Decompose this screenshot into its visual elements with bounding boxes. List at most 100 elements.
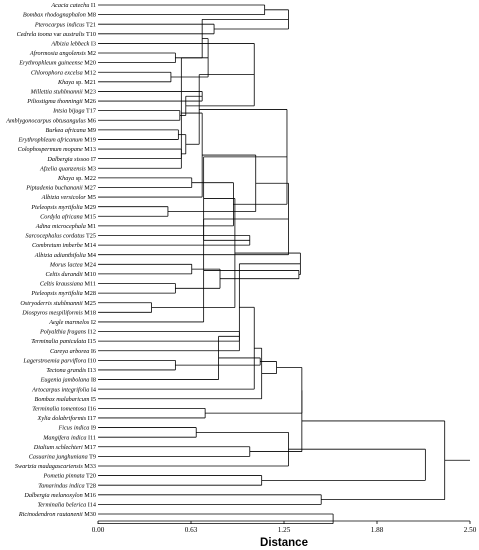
leaf-label: Aegle marmelos I2 [48,319,96,326]
leaf-labels: Acacia catechu I1 Bombax rhodognaphalon M… [5,2,96,518]
leaf-species: Tectona grandis [46,367,86,374]
leaf-species: Bombax rhodognaphalon [23,12,86,19]
leaf-label: Colophospermum mopane M13 [18,146,96,153]
leaf-code: M24 [83,261,96,268]
leaf-label: Khaya sp. M21 [57,79,96,86]
leaf-species: Albizia adianthifolia [34,252,86,259]
leaf-species: Terminalia belerica [37,501,86,508]
leaf-code: I3 [89,41,96,48]
leaf-species: Pteleopsis myrtifolia [30,204,82,211]
leaf-species: Dialium schlechteri [33,444,83,451]
leaf-label: Albizia versicolor M5 [41,194,96,201]
tick-label: 1.25 [278,526,291,534]
leaf-code: I13 [86,367,96,374]
leaf-label: Pterocarpus indicus T21 [34,21,96,28]
leaf-code: M13 [83,146,96,153]
leaf-species: Afrormosia angolensis [29,50,87,57]
leaf-label: Khaya sp. M22 [57,175,96,182]
leaf-species: Terminalia paniculata [31,338,86,345]
leaf-label: Pometia pinnata T20 [43,473,96,480]
leaf-label: Pteleopsis myrtifolia M28 [30,290,96,297]
leaf-species: Piptadenia buchananii [25,185,83,192]
leaf-label: Bombax rhodognaphalon M8 [23,12,96,19]
leaf-species: Khaya [57,175,74,182]
leaf-qualifier: australis [61,31,85,38]
leaf-species: Mangifera indica [42,434,86,441]
leaf-code: T25 [85,233,96,240]
leaf-label: Chlorophora excelsa M12 [31,69,96,76]
tick-group: 0.00 0.63 1.25 1.88 2.50 [92,521,477,534]
leaf-species: Bombax malabaricum [34,396,89,403]
leaf-code: I10 [86,357,96,364]
leaf-label: Adina microcephala M1 [35,223,96,230]
leaf-label: Albizia adianthifolia M4 [34,252,96,259]
leaf-species: Terminalia tomentosa [32,405,86,412]
leaf-code: T21 [85,21,96,28]
leaf-code: T10 [85,31,96,38]
leaf-label: Erythrophleum africanum M19 [18,137,96,144]
leaf-label: Mangifera indica I11 [42,434,96,441]
leaf-species: Ostryoderris stuhlmannii [20,300,83,307]
distance-axis: 0.00 0.63 1.25 1.88 2.50 Distance [92,520,477,549]
leaf-label: Xylia dolabriformis I17 [37,415,96,422]
leaf-label: Amblygonocarpus obtusangulus M6 [5,117,96,124]
leaf-code: M29 [83,204,96,211]
leaf-species: Lagerstroemia parviflora [22,357,86,364]
leaf-species: Millettia stuhlmannii [30,89,83,96]
leaf-label: Piptadenia buchananii M27 [25,185,96,192]
leaf-species: Amblygonocarpus obtusangulus [5,117,86,124]
leaf-label: Afrormosia angolensis M2 [29,50,96,57]
leaf-code: I14 [86,501,96,508]
leaf-label: Swartzia madagascariensis M33 [15,463,96,470]
leaf-code: M18 [83,309,96,316]
dendrogram-branches [98,4,470,525]
leaf-code: I15 [86,338,96,345]
leaf-species: Pterocarpus indicus [34,21,85,28]
leaf-species: Ficus indica [58,425,90,432]
leaf-species: Cordyla africana [40,213,83,220]
leaf-species: Erythrophleum guineense [18,60,83,67]
leaf-code: M4 [86,252,96,259]
leaf-code: M20 [83,60,96,67]
leaf-label: Acacia catechu I1 [50,2,96,9]
leaf-var: var [52,31,61,38]
leaf-code: I8 [89,377,96,384]
leaf-code: M11 [83,281,96,288]
leaf-species: Pometia pinnata [43,473,85,480]
leaf-label: Terminalia paniculata I15 [31,338,96,345]
leaf-species: Pteleopsis myrtifolia [30,290,82,297]
leaf-species: Burkea africana [45,127,85,134]
leaf-code: M14 [83,242,96,249]
leaf-code: M3 [86,165,96,172]
leaf-label: Terminalia belerica I14 [37,501,96,508]
leaf-label: Bombax malabaricum I5 [34,396,96,403]
leaf-label: Terminalia tomentosa I16 [32,405,96,412]
leaf-code: M25 [83,300,96,307]
leaf-label: Morus lactea M24 [49,261,96,268]
leaf-code: M2 [86,50,96,57]
leaf-species: Acacia catechu [50,2,89,9]
leaf-code: I2 [89,319,96,326]
leaf-label: Burkea africana M9 [45,127,96,134]
leaf-code: M9 [86,127,96,134]
leaf-species: Polyalthia fragans [39,329,87,336]
leaf-label: Lagerstroemia parviflora I10 [22,357,96,364]
leaf-label: Albizia lebbeck I3 [50,41,96,48]
leaf-label: Careya arborea I6 [50,348,96,355]
leaf-label: Combretum imberbe M14 [32,242,96,249]
leaf-species: Eugenia jambolana [40,377,90,384]
leaf-label: Artocarpus integrifolia I4 [31,386,96,393]
leaf-qualifier: sp. [74,175,83,182]
leaf-code: M30 [83,511,96,518]
leaf-species: Casuarina junghuniana [29,453,88,460]
leaf-code: M8 [86,12,96,19]
leaf-label: Erythrophleum guineense M20 [18,60,96,67]
leaf-code: I5 [89,396,96,403]
leaf-label: Eugenia jambolana I8 [40,377,96,384]
leaf-label: Cedrela toona var australis T10 [17,31,96,38]
leaf-code: I9 [89,425,96,432]
leaf-label: Dialium schlechteri M17 [33,444,96,451]
leaf-code: M6 [86,117,96,124]
leaf-species: Afzelia quanzensis [39,165,86,172]
leaf-code: I12 [86,329,96,336]
